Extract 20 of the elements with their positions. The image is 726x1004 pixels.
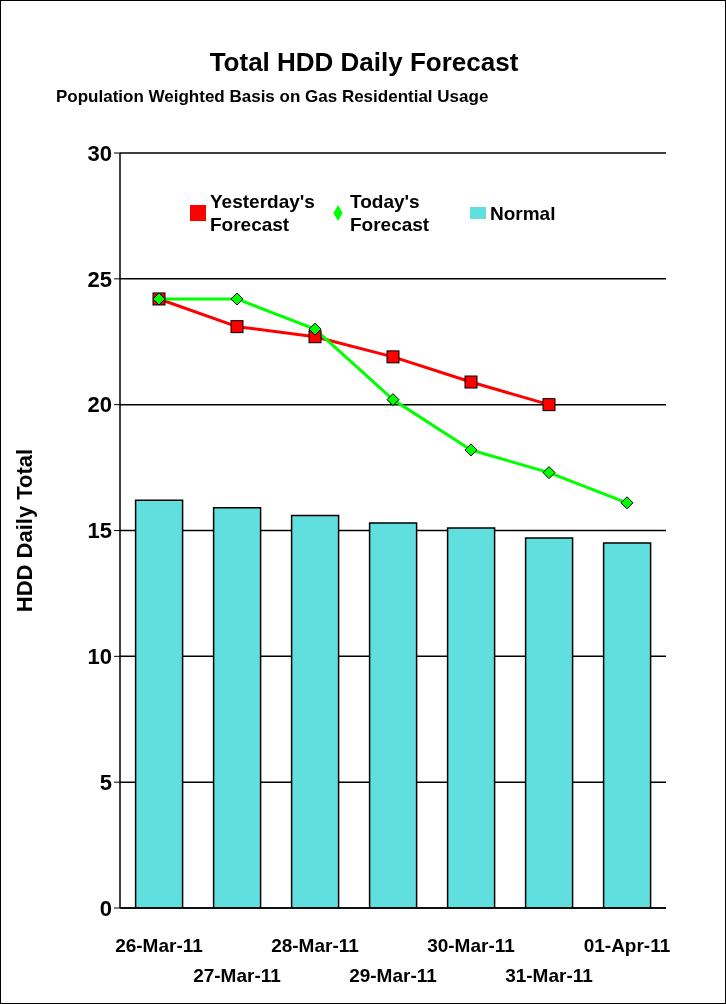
y-tick-label: 5 [99,769,112,795]
legend-label: Yesterday's Forecast [210,190,316,236]
x-tick-label: 27-Mar-11 [193,965,282,986]
y-tick-label: 20 [87,392,112,418]
y-tick-label: 15 [87,518,112,544]
y-tick-label: 25 [87,266,112,292]
legend-label: Normal [490,201,557,225]
y-tick-label: 30 [87,140,112,166]
chart-subtitle: Population Weighted Basis on Gas Residential Usage [56,87,489,107]
x-tick-label: 31-Mar-11 [505,965,594,986]
x-tick-label: 26-Mar-11 [115,935,204,956]
y-tick-label: 0 [99,895,112,921]
chart-title: Total HDD Daily Forecast [208,47,520,78]
y-axis-title: HDD Daily Total [11,448,37,613]
x-tick-label: 29-Mar-11 [349,965,438,986]
y-tick-label: 10 [87,644,112,670]
x-tick-label: 28-Mar-11 [271,935,360,956]
x-tick-label: 30-Mar-11 [427,935,516,956]
x-tick-label: 01-Apr-11 [583,935,671,956]
legend-label: Today's Forecast [350,190,431,236]
